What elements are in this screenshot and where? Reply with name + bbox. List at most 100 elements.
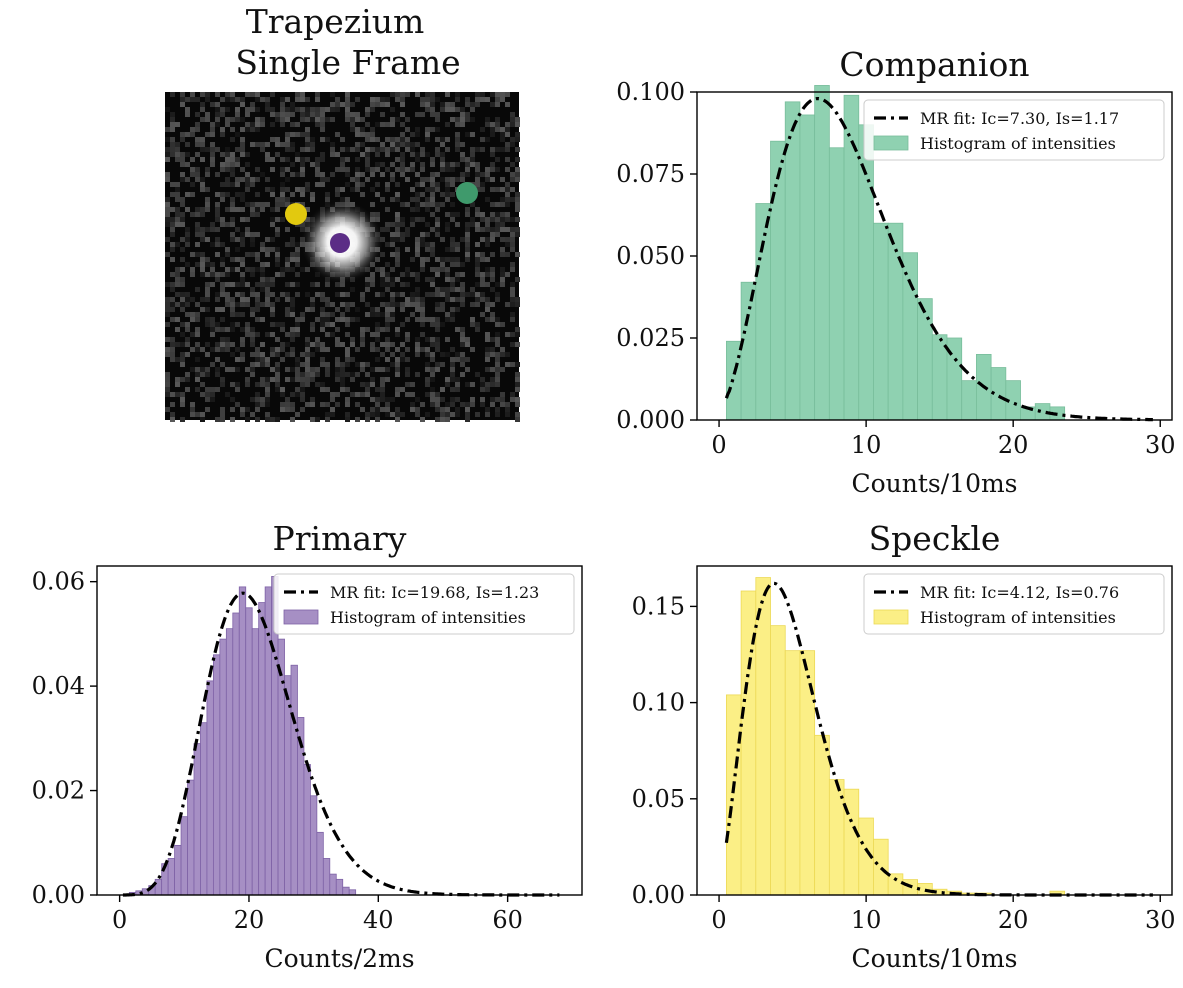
noise-pixel xyxy=(295,257,300,262)
noise-pixel xyxy=(345,362,350,367)
noise-pixel xyxy=(445,147,450,152)
noise-pixel xyxy=(255,352,260,357)
noise-pixel xyxy=(335,97,340,102)
noise-pixel xyxy=(445,212,450,217)
noise-pixel xyxy=(280,392,285,397)
noise-pixel xyxy=(215,272,220,277)
noise-pixel xyxy=(335,372,340,377)
noise-pixel xyxy=(300,267,305,272)
x-tick-label: 10 xyxy=(851,906,882,934)
noise-pixel xyxy=(430,192,435,197)
noise-pixel xyxy=(215,112,220,117)
noise-pixel xyxy=(480,257,485,262)
noise-pixel xyxy=(345,292,350,297)
noise-pixel xyxy=(515,157,520,162)
noise-pixel xyxy=(340,282,345,287)
noise-pixel xyxy=(390,267,395,272)
noise-pixel xyxy=(335,152,340,157)
noise-pixel xyxy=(455,107,460,112)
noise-pixel xyxy=(515,122,520,127)
noise-pixel xyxy=(205,262,210,267)
noise-pixel xyxy=(250,307,255,312)
legend-hist-label: Histogram of intensities xyxy=(330,608,526,627)
noise-pixel xyxy=(265,297,270,302)
noise-pixel xyxy=(245,227,250,232)
noise-pixel xyxy=(185,227,190,232)
noise-pixel xyxy=(310,107,315,112)
noise-pixel xyxy=(485,197,490,202)
noise-pixel xyxy=(210,332,215,337)
noise-pixel xyxy=(260,247,265,252)
noise-pixel xyxy=(350,302,355,307)
noise-pixel xyxy=(395,277,400,282)
noise-pixel xyxy=(345,412,350,417)
noise-pixel xyxy=(410,382,415,387)
noise-pixel xyxy=(280,192,285,197)
noise-pixel xyxy=(285,332,290,337)
y-tick-label: 0.15 xyxy=(632,592,685,620)
noise-pixel xyxy=(515,137,520,142)
noise-pixel xyxy=(170,317,175,322)
histogram-bar xyxy=(180,816,188,896)
noise-pixel xyxy=(375,387,380,392)
noise-pixel xyxy=(485,237,490,242)
noise-pixel xyxy=(490,317,495,322)
noise-pixel xyxy=(350,147,355,152)
noise-pixel xyxy=(400,282,405,287)
noise-pixel xyxy=(275,152,280,157)
noise-pixel xyxy=(185,132,190,137)
noise-pixel xyxy=(225,152,230,157)
noise-pixel xyxy=(275,142,280,147)
noise-pixel xyxy=(180,282,185,287)
noise-pixel xyxy=(390,317,395,322)
noise-pixel xyxy=(485,272,490,277)
noise-pixel xyxy=(415,342,420,347)
noise-pixel xyxy=(215,347,220,352)
noise-pixel xyxy=(235,267,240,272)
noise-pixel xyxy=(285,157,290,162)
noise-pixel xyxy=(425,92,430,97)
noise-pixel xyxy=(430,277,435,282)
noise-pixel xyxy=(260,382,265,387)
noise-pixel xyxy=(410,187,415,192)
noise-pixel xyxy=(195,232,200,237)
noise-pixel xyxy=(510,137,515,142)
noise-pixel xyxy=(295,292,300,297)
noise-pixel xyxy=(315,162,320,167)
noise-pixel xyxy=(400,222,405,227)
noise-pixel xyxy=(425,382,430,387)
noise-pixel xyxy=(325,332,330,337)
noise-pixel xyxy=(230,322,235,327)
noise-pixel xyxy=(380,352,385,357)
noise-pixel xyxy=(335,337,340,342)
noise-pixel xyxy=(170,227,175,232)
noise-pixel xyxy=(275,272,280,277)
noise-pixel xyxy=(340,377,345,382)
noise-pixel xyxy=(495,407,500,412)
noise-pixel xyxy=(210,102,215,107)
noise-pixel xyxy=(450,367,455,372)
noise-pixel xyxy=(475,322,480,327)
noise-pixel xyxy=(455,382,460,387)
noise-pixel xyxy=(215,237,220,242)
noise-pixel xyxy=(450,282,455,287)
noise-pixel xyxy=(480,282,485,287)
noise-pixel xyxy=(385,242,390,247)
noise-pixel xyxy=(415,297,420,302)
noise-pixel xyxy=(180,307,185,312)
noise-pixel xyxy=(455,357,460,362)
noise-pixel xyxy=(495,227,500,232)
noise-pixel xyxy=(300,147,305,152)
noise-pixel xyxy=(380,342,385,347)
noise-pixel xyxy=(270,352,275,357)
noise-pixel xyxy=(165,372,170,377)
noise-pixel xyxy=(205,257,210,262)
noise-pixel xyxy=(180,357,185,362)
noise-pixel xyxy=(445,177,450,182)
noise-pixel xyxy=(285,242,290,247)
noise-pixel xyxy=(185,342,190,347)
noise-pixel xyxy=(385,147,390,152)
noise-pixel xyxy=(350,372,355,377)
noise-pixel xyxy=(290,377,295,382)
noise-pixel xyxy=(240,217,245,222)
